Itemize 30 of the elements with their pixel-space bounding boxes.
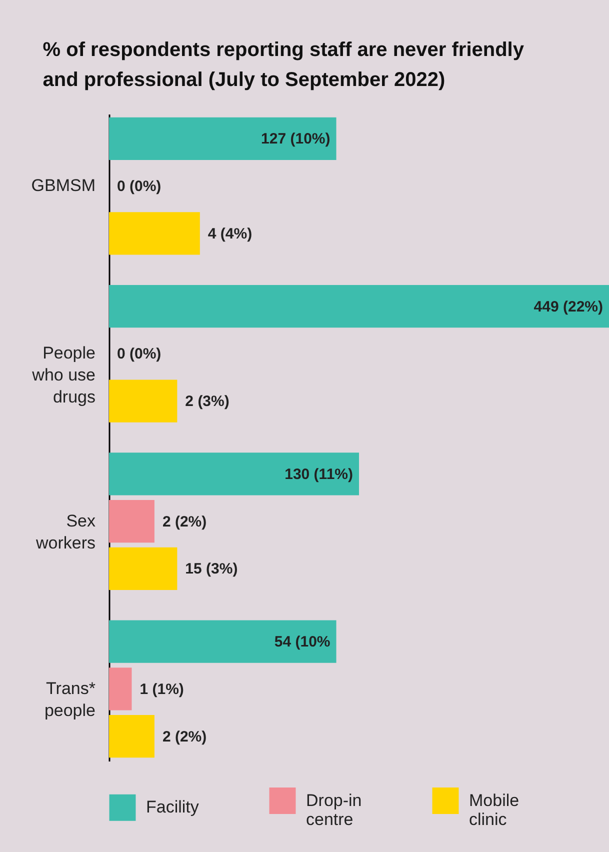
bar — [109, 284, 609, 328]
data-label: 2 (2%) — [162, 728, 207, 746]
y-tick-label: GBMSM — [31, 176, 96, 196]
legend-label: Facility — [146, 798, 200, 817]
data-label: 4 (4%) — [208, 225, 252, 242]
legend-label: Mobile clinic — [469, 790, 520, 829]
bar — [109, 500, 154, 543]
y-tick-label: People who use drugs — [31, 344, 96, 407]
legend-label: Drop-in centre — [306, 790, 362, 829]
bar — [109, 117, 336, 160]
bar — [109, 547, 178, 590]
y-tick-label: Sex workers — [34, 511, 96, 552]
data-label: 54 (10% — [274, 634, 330, 651]
bar — [109, 212, 200, 255]
bar — [109, 668, 132, 710]
data-label: 1 (1%) — [140, 680, 184, 698]
data-label: 0 (0%) — [117, 178, 162, 196]
y-tick-label: Trans* people — [44, 678, 96, 720]
data-label: 2 (3%) — [185, 393, 230, 410]
chart-title: % of respondents reporting staff are never friendly and professional (July to September 2022) — [42, 39, 525, 91]
data-label: 130 (11%) — [284, 466, 353, 483]
data-label: 127 (10%) — [261, 130, 330, 148]
data-label: 15 (3%) — [185, 560, 238, 578]
bar — [109, 620, 336, 663]
bar — [109, 452, 359, 496]
data-label: 2 (2%) — [162, 513, 207, 530]
bar — [109, 714, 154, 758]
data-label: 0 (0%) — [117, 346, 162, 363]
bar — [109, 380, 178, 422]
data-label: 449 (22%) — [534, 298, 603, 316]
